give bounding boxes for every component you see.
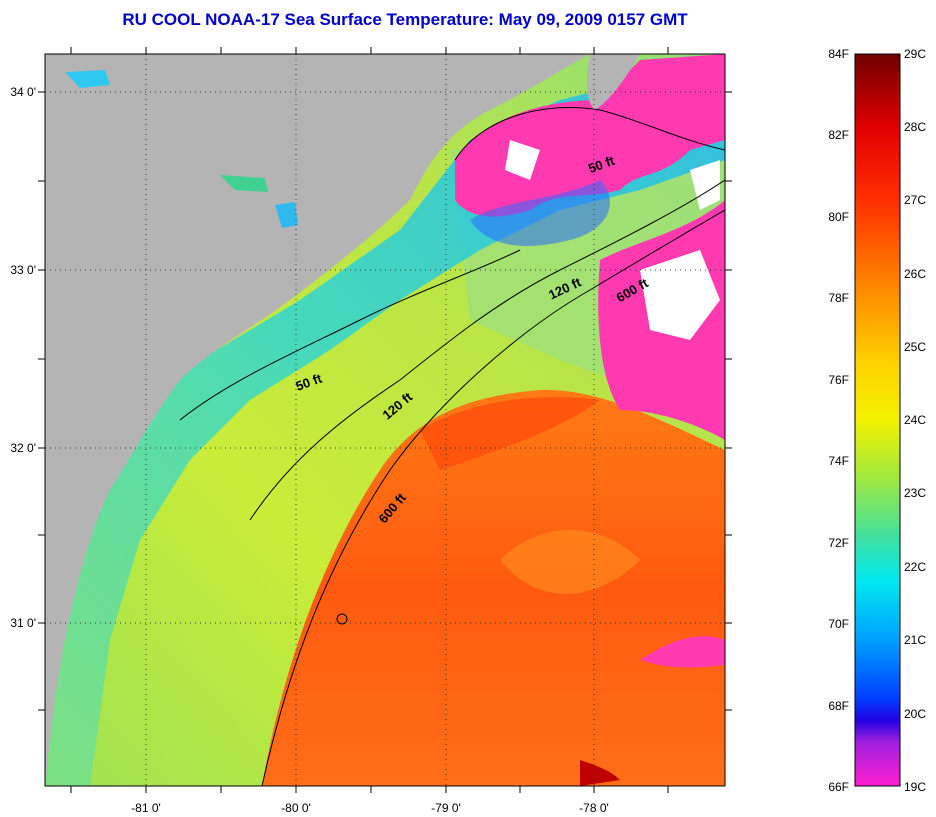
land-mass [45, 54, 590, 786]
contour-120ft [249, 179, 725, 521]
colorbar-f-label: 76F [828, 373, 849, 387]
lat-label-31: 31 0' [10, 616, 36, 630]
colorbar [854, 53, 901, 787]
cloud-mask-south [640, 636, 725, 668]
colorbar-f-label: 82F [828, 128, 849, 142]
colorbar-f-label: 84F [828, 47, 849, 61]
warm-core [420, 397, 600, 470]
graticule [45, 54, 725, 786]
colorbar-c-label: 26C [904, 267, 926, 281]
colorbar-c-label: 27C [904, 193, 926, 207]
colorbar-c-label: 25C [904, 340, 926, 354]
warm-eddy [500, 530, 640, 594]
colorbar-f-label: 80F [828, 210, 849, 224]
colorbar-c-label: 20C [904, 707, 926, 721]
colorbar-c-label: 22C [904, 560, 926, 574]
colorbar-c-label: 23C [904, 486, 926, 500]
lat-label-34: 34 0' [10, 85, 36, 99]
colorbar-c-label: 19C [904, 780, 926, 794]
land-cape [586, 54, 640, 110]
tick-marks [38, 47, 732, 793]
lon-label-78: -78 0' [579, 801, 609, 815]
lat-label-32: 32 0' [10, 441, 36, 455]
lon-label-81: -81 0' [131, 801, 161, 815]
cold-filament [470, 180, 610, 246]
colorbar-c-labels: 29C 28C 27C 26C 25C 24C 23C 22C 21C 20C … [904, 47, 926, 794]
sst-image [45, 54, 725, 786]
lon-label-79: -79 0' [431, 801, 461, 815]
no-data-patch-2 [505, 140, 540, 180]
inland-lake-3 [275, 202, 298, 228]
contour-600ft [261, 209, 725, 786]
colorbar-f-label: 66F [828, 780, 849, 794]
inland-lake [65, 70, 110, 88]
colorbar-f-label: 74F [828, 454, 849, 468]
hot-spot [580, 760, 620, 786]
colorbar-c-label: 29C [904, 47, 926, 61]
colorbar-f-labels: 84F 82F 80F 78F 76F 74F 72F 70F 68F 66F [828, 47, 849, 794]
colorbar-c-label: 28C [904, 120, 926, 134]
map-frame [44, 53, 726, 787]
map-title: RU COOL NOAA-17 Sea Surface Temperature:… [122, 10, 688, 29]
contour-50ft-north [454, 107, 725, 161]
lat-label-33: 33 0' [10, 263, 36, 277]
lon-label-80: -80 0' [281, 801, 311, 815]
colorbar-f-label: 78F [828, 291, 849, 305]
colorbar-c-label: 24C [904, 413, 926, 427]
no-data-patch [640, 250, 720, 340]
inland-lake-2 [220, 175, 268, 192]
colorbar-f-label: 72F [828, 536, 849, 550]
colorbar-f-label: 70F [828, 617, 849, 631]
colorbar-c-label: 21C [904, 633, 926, 647]
contour-ring [336, 613, 348, 625]
colorbar-f-label: 68F [828, 699, 849, 713]
